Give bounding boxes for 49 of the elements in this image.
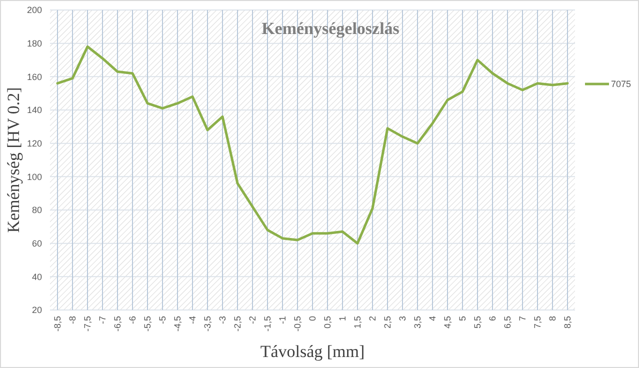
x-tick-label: -5: [158, 316, 168, 324]
x-tick-label: -3,5: [202, 316, 213, 332]
x-tick-label: 6: [488, 316, 498, 322]
legend-label: 7075: [611, 79, 632, 90]
x-tick-label: 7,5: [532, 316, 543, 329]
x-tick-label: -8: [68, 316, 78, 324]
x-tick-label: -6: [128, 316, 138, 324]
x-tick-label: -7,5: [82, 316, 93, 332]
x-tick-label: -4: [188, 316, 198, 324]
y-tick-label: 40: [32, 272, 42, 282]
x-tick-label: -8,5: [52, 316, 63, 332]
x-tick-label: 4,5: [442, 316, 453, 329]
y-tick-label: 80: [32, 205, 42, 216]
x-tick-label: 6,5: [502, 316, 513, 329]
y-tick-label: 100: [26, 172, 42, 182]
line-series: [56, 45, 569, 245]
x-tick-label: 4: [428, 316, 438, 322]
y-tick-label: 180: [26, 38, 42, 48]
x-tick-label: 1: [338, 316, 348, 322]
x-tick-label: -6,5: [112, 316, 123, 332]
x-tick-label: -5,5: [142, 316, 153, 332]
x-tick-label: 7: [518, 316, 528, 322]
y-tick-label: 140: [26, 105, 42, 116]
x-axis-title: Távolság [mm]: [260, 342, 365, 361]
x-tick-label: 8,5: [562, 316, 573, 329]
y-axis-title: Keménység [HV 0.2]: [4, 87, 23, 233]
y-tick-label: 20: [32, 305, 42, 316]
x-tick-label: -3: [218, 316, 228, 324]
x-tick-label: -0,5: [292, 316, 303, 332]
x-tick-label: 0: [308, 316, 318, 322]
x-tick-label: -2: [248, 316, 258, 324]
x-tick-label: 2: [368, 316, 378, 322]
y-tick-label: 200: [26, 5, 42, 16]
x-tick-label: -2,5: [232, 316, 243, 332]
y-tick-label: 120: [26, 138, 42, 148]
x-tick-label: 3,5: [412, 316, 423, 329]
x-tick-label: 5,5: [472, 316, 483, 329]
x-tick-label: -1: [278, 316, 288, 324]
x-tick-label: 2,5: [382, 316, 393, 329]
x-tick-label: -1,5: [262, 316, 273, 332]
y-tick-label: 160: [26, 72, 42, 82]
x-tick-label: 3: [398, 316, 408, 322]
x-tick-label: 0,5: [322, 316, 333, 329]
x-tick-label: 8: [548, 316, 558, 322]
y-tick-label: 60: [32, 238, 42, 248]
x-tick-label: -7: [98, 316, 108, 324]
x-tick-label: 5: [458, 316, 468, 322]
x-tick-label: 1,5: [352, 316, 363, 329]
x-tick-label: -4,5: [172, 316, 183, 332]
